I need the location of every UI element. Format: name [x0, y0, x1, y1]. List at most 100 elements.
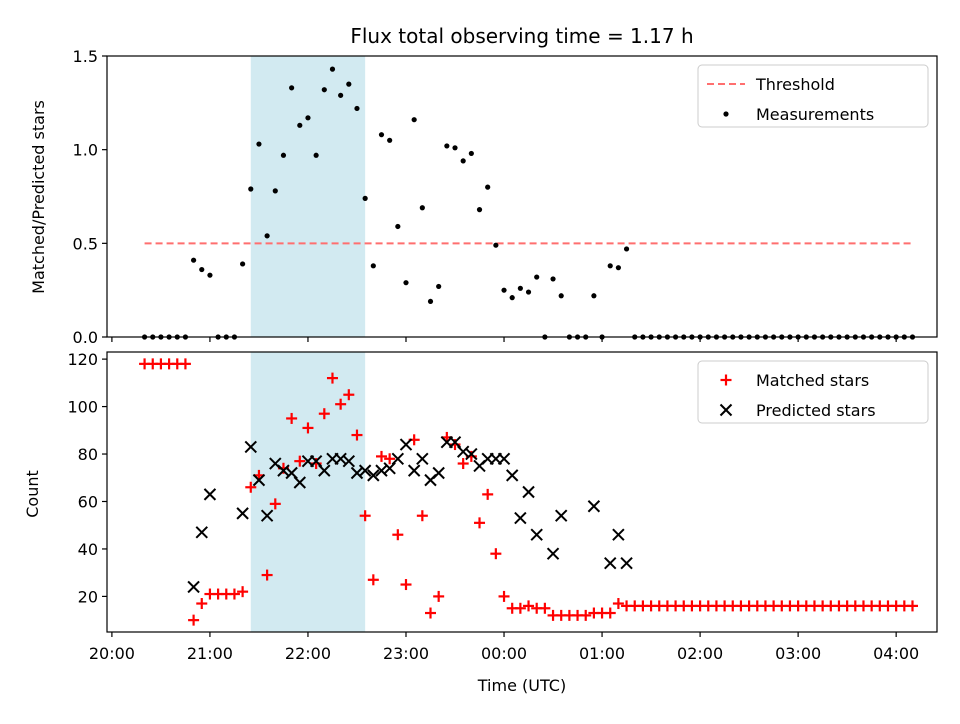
data-point	[280, 152, 287, 158]
data-point	[490, 548, 502, 560]
top-panel: 0.0 0.5 1.0 1.5 Threshold Measurements	[73, 47, 938, 347]
data-point	[188, 614, 200, 626]
data-point	[534, 274, 540, 280]
data-point	[384, 453, 396, 465]
observing-span-highlight	[250, 352, 366, 632]
data-point	[343, 389, 355, 401]
data-point	[351, 429, 363, 441]
legend-label: Threshold	[755, 75, 835, 94]
data-point	[539, 602, 551, 614]
y-tick-label: 0.5	[73, 234, 98, 253]
data-point	[444, 143, 450, 149]
data-point	[391, 452, 405, 465]
data-point	[375, 450, 387, 462]
plot-frame	[106, 55, 938, 338]
data-point	[604, 556, 617, 570]
data-point	[261, 569, 273, 581]
observing-span-highlight	[250, 56, 366, 337]
data-point	[269, 498, 281, 510]
data-point	[509, 295, 515, 301]
y-tick-label: 80	[78, 445, 98, 464]
data-point	[335, 398, 347, 410]
data-point	[525, 289, 532, 295]
data-point	[338, 92, 344, 98]
data-point	[294, 455, 306, 467]
data-point	[334, 452, 347, 465]
legend: Matched stars Predicted stars	[697, 360, 929, 424]
data-point	[207, 272, 213, 278]
data-point	[321, 87, 327, 93]
y-tick-label: 40	[78, 540, 98, 559]
x-tick-label: 23:00	[383, 644, 429, 663]
data-point	[416, 452, 429, 465]
legend-label: Matched stars	[756, 371, 869, 390]
data-point	[530, 528, 543, 541]
legend-label: Measurements	[756, 105, 874, 124]
x-tick-label: 00:00	[481, 644, 527, 663]
y-tick-label: 0.0	[73, 328, 98, 347]
x-tick-label: 02:00	[677, 644, 723, 663]
y-tick-label: 60	[78, 492, 98, 511]
data-point	[612, 528, 625, 541]
data-point	[358, 464, 372, 477]
data-point	[558, 293, 564, 299]
data-point	[305, 115, 311, 121]
data-point	[378, 132, 385, 138]
data-point	[179, 358, 191, 370]
data-point	[272, 188, 278, 194]
data-point	[195, 526, 208, 539]
data-point	[354, 105, 360, 112]
series-predicted-stars	[187, 435, 633, 594]
data-point	[493, 242, 499, 248]
data-point	[399, 438, 413, 451]
legend-swatch	[723, 111, 729, 117]
y-tick-label: 120	[67, 350, 98, 369]
legend-swatch	[719, 403, 733, 417]
data-point	[293, 476, 307, 489]
data-point	[236, 507, 249, 520]
data-point	[277, 464, 290, 477]
data-point	[286, 412, 298, 424]
data-point	[623, 246, 630, 252]
chart-title: Flux total observing time = 1.17 h	[350, 24, 693, 48]
data-point	[203, 488, 217, 501]
data-point	[460, 158, 466, 164]
data-point	[432, 466, 445, 480]
data-point	[248, 186, 254, 192]
data-point	[546, 547, 560, 560]
data-point	[199, 266, 205, 273]
top-y-axis-label: Matched/Predicted stars	[29, 100, 48, 294]
data-point	[403, 280, 409, 286]
data-point	[196, 598, 208, 610]
data-point	[612, 598, 624, 610]
data-point	[342, 454, 356, 468]
data-point	[476, 207, 483, 213]
data-point	[362, 195, 368, 201]
data-point	[514, 511, 527, 525]
data-point	[252, 473, 266, 487]
data-point	[517, 285, 523, 291]
data-point	[522, 485, 535, 499]
x-tick-label: 04:00	[873, 644, 919, 663]
data-point	[607, 263, 613, 269]
plot-frame	[106, 351, 938, 633]
data-point	[485, 184, 491, 190]
x-tick-label: 03:00	[775, 644, 821, 663]
data-point	[256, 141, 262, 147]
data-point	[244, 440, 257, 454]
bottom-panel: 20 40 60 80 100 120 20:00 21:00 22:00 23:00 00:00 0…	[67, 350, 938, 663]
data-point	[580, 609, 592, 621]
data-point	[416, 510, 428, 522]
data-point	[523, 600, 535, 612]
x-tick-label: 20:00	[89, 644, 135, 663]
data-point	[497, 452, 511, 465]
data-point	[350, 466, 364, 480]
data-point	[237, 586, 249, 598]
data-point	[326, 372, 338, 384]
data-point	[240, 261, 246, 267]
data-point	[407, 464, 421, 477]
legend-box	[697, 64, 929, 128]
data-point	[187, 580, 200, 594]
y-tick-label: 1.5	[73, 47, 98, 66]
